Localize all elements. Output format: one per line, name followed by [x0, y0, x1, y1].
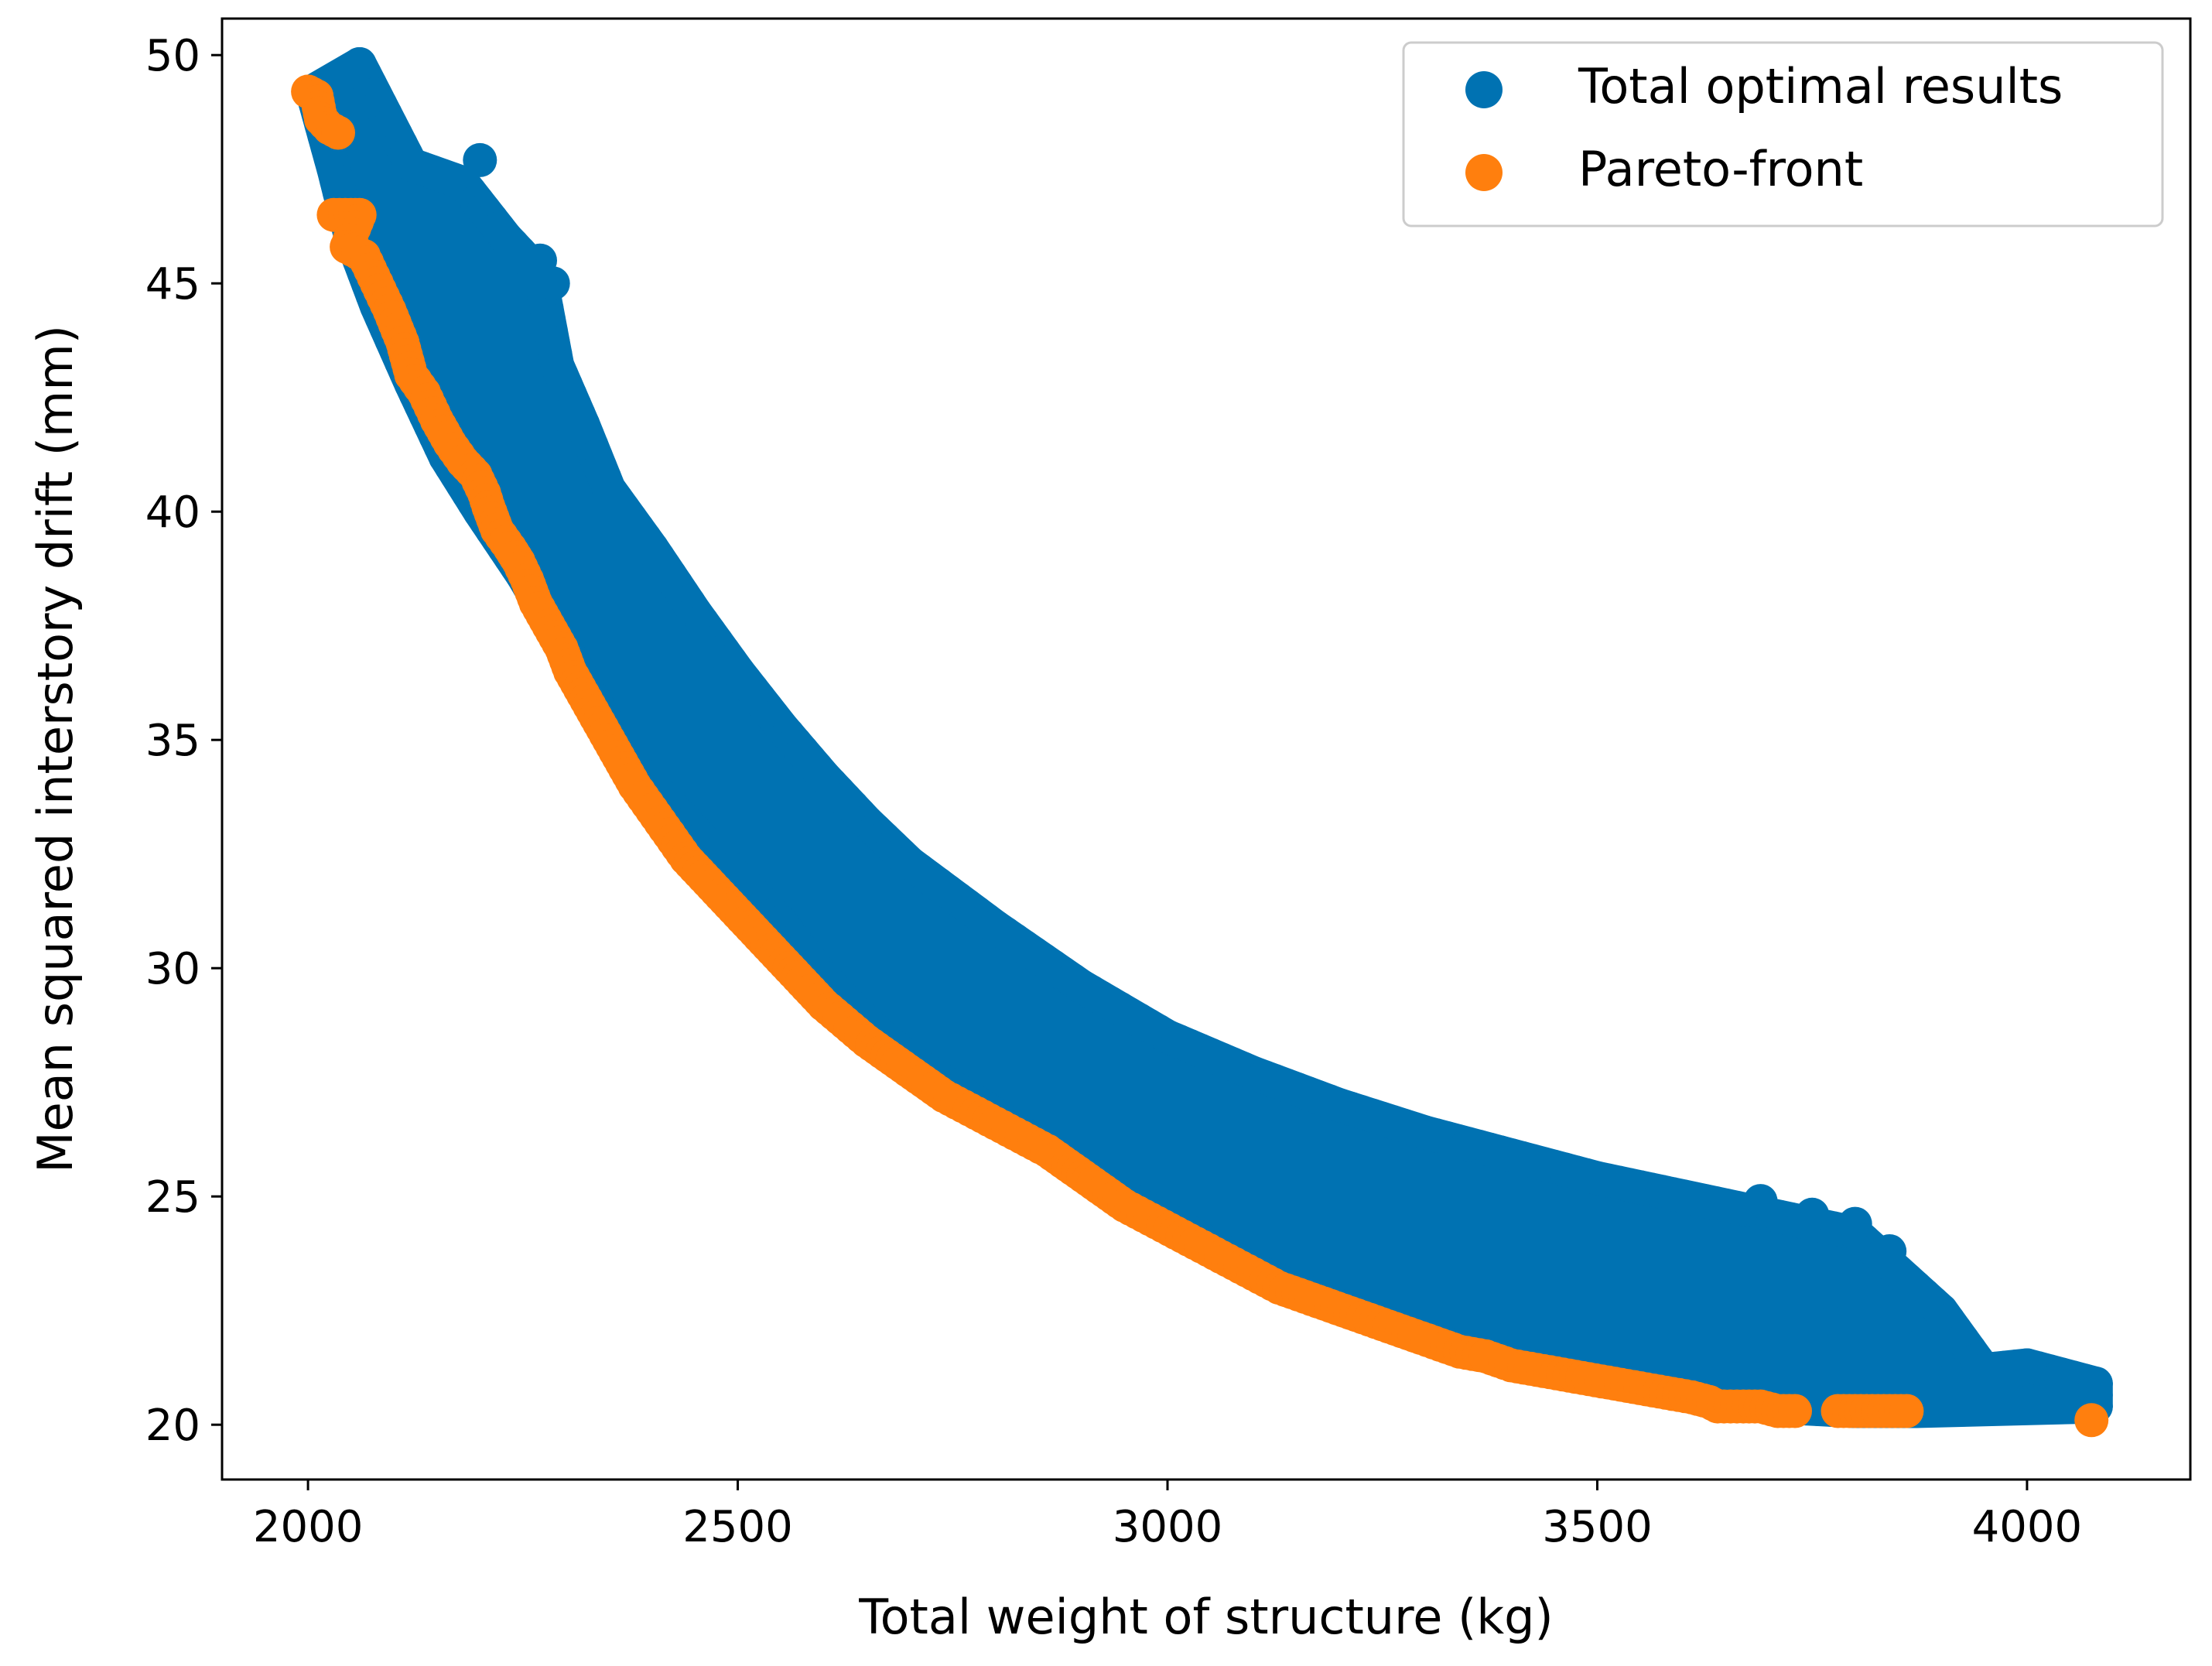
- legend-label-pareto-front: Pareto-front: [1578, 141, 1863, 197]
- pareto-front-point: [1778, 1394, 1812, 1428]
- y-tick-label: 35: [145, 716, 200, 766]
- pareto-front-point: [2074, 1403, 2109, 1438]
- axes-frame: [221, 17, 2192, 1481]
- legend-box: [1402, 41, 2164, 227]
- total-optimal-point: [1795, 1197, 1830, 1232]
- total-optimal-point: [1769, 1266, 1803, 1301]
- data-layer: [291, 47, 2113, 1438]
- x-tick-label: 3500: [1542, 1502, 1653, 1552]
- total-optimal-point: [617, 517, 652, 552]
- x-tick-label: 3000: [1113, 1502, 1223, 1552]
- x-tick-label: 2000: [253, 1502, 364, 1552]
- x-axis-ticks: 2000 2500 3000 3500 4000: [253, 1480, 2082, 1552]
- x-tick-label: 4000: [1972, 1502, 2083, 1552]
- total-optimal-point: [342, 47, 377, 81]
- legend: Total optimal results Pareto-front: [1402, 41, 2164, 227]
- total-optimal-point: [1915, 1334, 1950, 1369]
- y-tick-label: 20: [145, 1401, 200, 1451]
- x-axis-label: Total weight of structure (kg): [858, 1589, 1553, 1645]
- pareto-front-point: [1889, 1394, 1924, 1428]
- legend-marker-pareto-front: [1465, 154, 1503, 191]
- total-optimal-point: [1872, 1234, 1907, 1268]
- legend-label-total-optimal-results: Total optimal results: [1578, 58, 2063, 115]
- total-optimal-point: [1889, 1298, 1924, 1332]
- legend-marker-total-optimal-results: [1465, 71, 1503, 108]
- y-tick-label: 25: [145, 1172, 200, 1223]
- total-optimal-point: [505, 312, 540, 347]
- y-tick-label: 30: [145, 944, 200, 994]
- total-optimal-point: [2044, 1362, 2079, 1397]
- total-optimal-point: [463, 142, 497, 177]
- total-optimal-point: [1743, 1184, 1778, 1219]
- y-tick-label: 50: [145, 31, 200, 81]
- total-optimal-point: [1838, 1206, 1872, 1241]
- total-optimal-point: [535, 266, 570, 301]
- y-axis-label: Mean squared interstory drift (mm): [27, 325, 84, 1173]
- y-tick-label: 45: [145, 259, 200, 310]
- y-tick-label: 40: [145, 487, 200, 538]
- total-optimal-point: [1984, 1375, 2019, 1410]
- total-optimal-point: [549, 399, 583, 433]
- total-optimal-point: [1812, 1275, 1847, 1310]
- pareto-front-point: [321, 115, 355, 150]
- y-axis-ticks: 20 25 30 35 40 45 50: [145, 31, 222, 1451]
- pareto-front-series: [291, 74, 2109, 1438]
- x-tick-label: 2500: [682, 1502, 793, 1552]
